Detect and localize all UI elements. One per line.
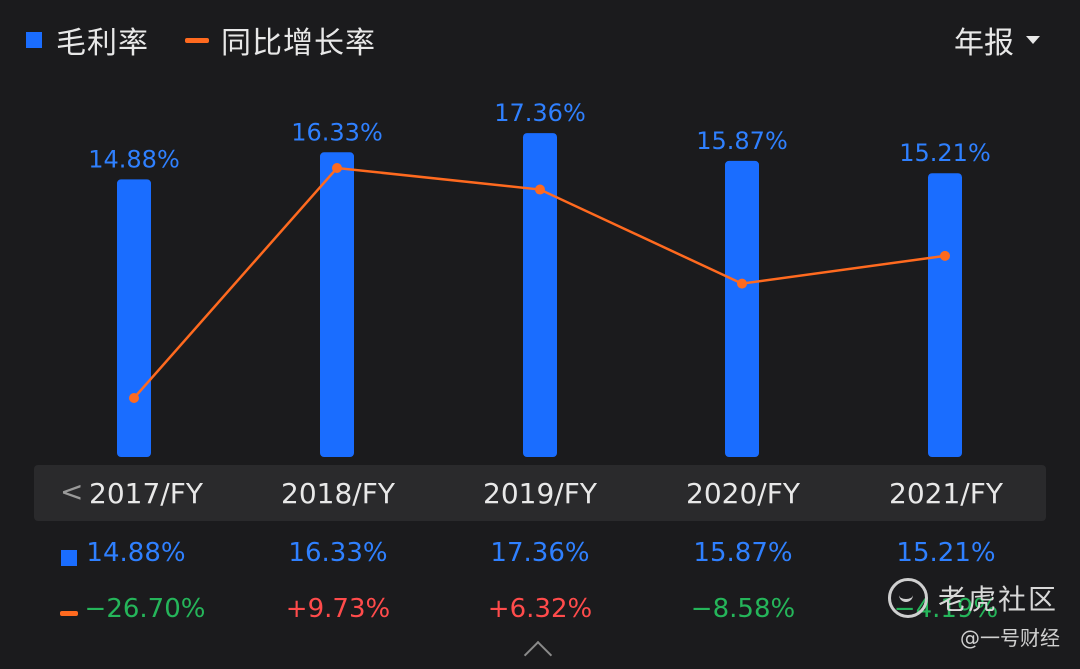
x-tick-label[interactable]: 2020/FY — [686, 477, 800, 510]
table-cell: 15.87% — [693, 538, 793, 568]
caret-down-icon — [1026, 36, 1040, 44]
gross-margin-bar — [117, 179, 151, 458]
table-cell: +6.32% — [487, 594, 593, 624]
chevron-left-icon[interactable]: < — [60, 475, 84, 508]
bar-data-label: 15.21% — [899, 139, 991, 167]
bar-data-label: 14.88% — [88, 145, 180, 173]
table-cell: −26.70% — [84, 594, 206, 624]
table-cell: −8.58% — [690, 594, 796, 624]
gross-margin-bar — [725, 160, 759, 457]
line-swatch-icon — [60, 611, 78, 616]
legend-label-gross-margin: 毛利率 — [56, 26, 149, 61]
chart-plot-area: 14.88% 16.33% 17.36% 15.87% 15.21% — [88, 99, 991, 458]
chevron-up-icon[interactable] — [523, 640, 553, 669]
bar-swatch-icon — [61, 550, 77, 566]
bar-swatch-icon — [26, 32, 42, 48]
watermark-credit: @一号财经 — [960, 626, 1060, 650]
x-tick-label[interactable]: 2019/FY — [483, 477, 597, 510]
bar-data-label: 16.33% — [291, 118, 383, 146]
yoy-growth-row: −26.70% +9.73% +6.32% −8.58% −4.19% — [0, 594, 1080, 634]
x-tick-label[interactable]: 2018/FY — [281, 477, 395, 510]
period-dropdown[interactable]: 年报 — [954, 18, 1040, 62]
x-axis-bar: < 2017/FY 2018/FY 2019/FY 2020/FY 2021/F… — [34, 465, 1046, 521]
watermark-brand: 老虎社区 — [937, 583, 1058, 616]
gross-margin-row: 14.88% 16.33% 17.36% 15.87% 15.21% — [0, 538, 1080, 578]
bar-data-label: 15.87% — [696, 127, 788, 155]
chart-legend: 毛利率 同比增长率 — [26, 18, 412, 62]
yoy-growth-point — [129, 393, 139, 404]
gross-margin-bar — [523, 133, 557, 457]
x-tick-label[interactable]: 2021/FY — [889, 477, 1003, 510]
yoy-growth-point — [535, 184, 545, 195]
table-cell: 16.33% — [288, 538, 388, 568]
bar-data-label: 17.36% — [494, 99, 586, 127]
watermark: 老虎社区 — [887, 578, 1058, 618]
table-cell: 17.36% — [490, 538, 590, 568]
gross-margin-bar — [320, 152, 354, 457]
gross-margin-bar — [928, 173, 962, 457]
tiger-logo-icon — [887, 578, 928, 618]
x-tick-label[interactable]: 2017/FY — [89, 477, 203, 510]
table-cell: +9.73% — [285, 594, 391, 624]
yoy-growth-point — [940, 250, 950, 261]
yoy-growth-point — [737, 278, 747, 289]
legend-item-gross-margin[interactable]: 毛利率 — [26, 18, 149, 62]
legend-item-yoy-growth[interactable]: 同比增长率 — [185, 18, 376, 62]
line-swatch-icon — [185, 37, 209, 43]
period-dropdown-label: 年报 — [954, 26, 1014, 61]
legend-label-yoy-growth: 同比增长率 — [221, 26, 376, 61]
table-cell: 14.88% — [86, 538, 186, 568]
table-cell: 15.21% — [896, 538, 996, 568]
yoy-growth-point — [332, 163, 342, 174]
